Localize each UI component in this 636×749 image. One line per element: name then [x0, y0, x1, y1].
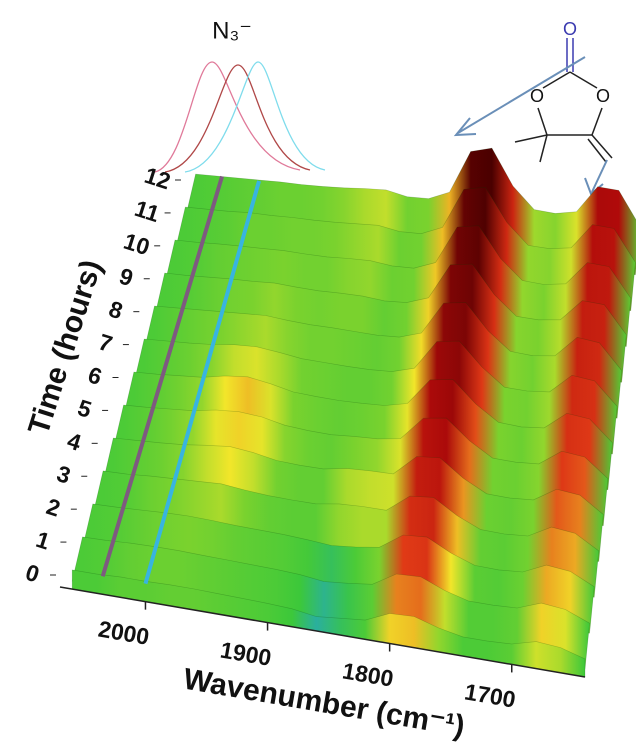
y-tick-label: 0: [23, 559, 43, 588]
y-tick-label: 1: [33, 526, 53, 555]
y-tick-label: 8: [106, 296, 126, 325]
inset-curve: [185, 62, 325, 172]
y-tick-label: 7: [95, 328, 115, 357]
x-tick-label: 1900: [218, 637, 273, 671]
y-tick-label: 3: [54, 460, 74, 489]
y-tick-label: 9: [116, 263, 136, 292]
x-tick-label: 2000: [96, 616, 151, 650]
svg-text:O: O: [596, 86, 610, 106]
x-tick-label: 1700: [463, 678, 518, 712]
y-tick-label: 12: [141, 162, 173, 195]
x-tick-label: 1800: [341, 657, 396, 691]
y-tick-label: 5: [75, 394, 95, 423]
x-axis-title: Wavenumber (cm⁻¹): [181, 663, 467, 744]
inset-curves: [155, 62, 325, 172]
y-tick-label: 4: [64, 427, 84, 456]
y-tick-label: 10: [121, 228, 153, 261]
y-tick-label: 11: [132, 195, 163, 227]
annotation: N₃⁻: [212, 17, 252, 44]
y-tick-label: 6: [85, 361, 105, 390]
y-tick-label: 2: [43, 493, 63, 522]
svg-text:O: O: [563, 19, 577, 39]
y-axis-title: Time (hours): [22, 256, 108, 439]
surface: [50, 148, 636, 677]
